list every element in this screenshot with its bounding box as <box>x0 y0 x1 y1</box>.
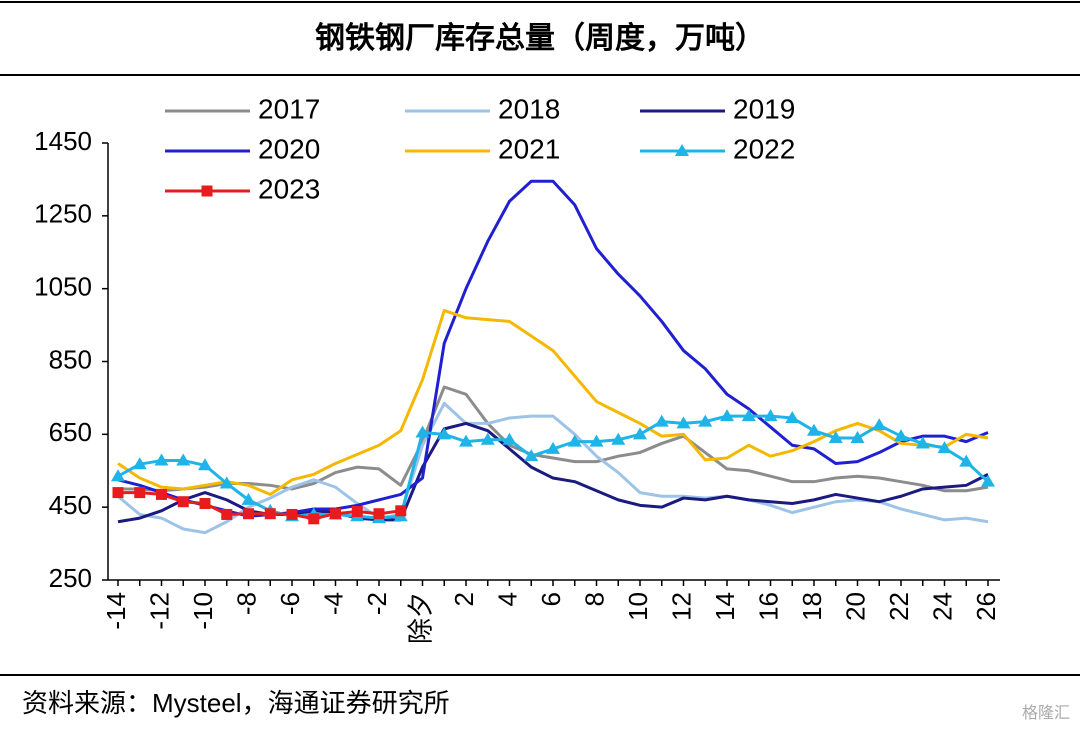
x-tick-label: 24 <box>927 592 957 621</box>
marker <box>589 434 604 447</box>
legend-label: 2020 <box>258 133 320 164</box>
marker <box>633 427 647 440</box>
series-line <box>117 309 989 496</box>
legend-label: 2022 <box>733 133 795 164</box>
y-tick-label: 1450 <box>34 126 92 156</box>
marker <box>675 144 689 156</box>
marker <box>698 414 713 427</box>
chart-title: 钢铁钢厂库存总量（周度，万吨） <box>315 21 765 55</box>
marker <box>937 441 952 454</box>
marker <box>611 432 626 445</box>
x-tick-label: 10 <box>623 592 653 621</box>
marker <box>243 508 254 520</box>
x-tick-label: -10 <box>188 592 218 630</box>
marker <box>395 505 407 517</box>
x-tick-label: 6 <box>536 592 566 606</box>
legend-label: 2023 <box>258 173 320 204</box>
marker <box>156 488 167 500</box>
x-tick-label: -4 <box>318 592 348 615</box>
legend-label: 2017 <box>258 93 320 124</box>
marker <box>219 476 234 489</box>
series-line <box>118 385 989 493</box>
marker <box>850 430 865 443</box>
marker <box>351 506 363 518</box>
y-tick-label: 1050 <box>34 272 92 302</box>
marker <box>264 508 276 520</box>
marker <box>807 423 821 436</box>
marker <box>567 434 582 447</box>
legend-label: 2019 <box>733 93 795 124</box>
x-tick-label: 4 <box>492 592 522 606</box>
marker <box>134 487 146 499</box>
marker <box>741 409 756 422</box>
y-tick-label: 650 <box>49 417 92 447</box>
x-tick-label: 14 <box>710 592 740 621</box>
marker <box>112 487 124 499</box>
marker <box>201 185 213 197</box>
x-tick-label: -14 <box>101 592 131 630</box>
marker <box>154 453 169 466</box>
marker <box>915 436 930 449</box>
x-tick-label: 20 <box>840 592 870 621</box>
x-tick-label: -8 <box>231 592 261 615</box>
marker <box>654 414 669 427</box>
marker <box>763 409 778 422</box>
marker <box>480 432 495 445</box>
x-tick-label: 8 <box>579 592 609 606</box>
y-tick-label: 450 <box>49 490 92 520</box>
marker <box>132 457 147 470</box>
marker <box>176 453 191 466</box>
y-tick-label: 1250 <box>34 199 92 229</box>
marker <box>286 508 298 520</box>
x-tick-label: 2 <box>449 592 479 606</box>
marker <box>894 429 908 442</box>
marker <box>308 513 320 525</box>
marker <box>177 496 189 508</box>
x-tick-label: 26 <box>971 592 1001 621</box>
marker <box>415 425 430 438</box>
x-tick-label: -12 <box>144 592 174 630</box>
x-tick-label: 22 <box>884 592 914 621</box>
marker <box>221 508 233 520</box>
marker <box>524 449 539 462</box>
marker <box>872 418 887 431</box>
x-tick-label: 16 <box>753 592 783 621</box>
marker <box>330 508 341 520</box>
source: 资料来源：Mysteel，海通证券研究所 <box>22 688 450 718</box>
legend-label: 2021 <box>498 133 560 164</box>
marker <box>437 427 452 440</box>
x-tick-label: 18 <box>797 592 827 621</box>
marker <box>198 458 212 471</box>
marker <box>373 508 385 520</box>
series-line <box>117 179 989 518</box>
marker <box>111 469 125 482</box>
watermark: 格隆汇 <box>1022 704 1070 722</box>
x-tick-label: -2 <box>362 592 392 615</box>
marker <box>785 410 800 423</box>
x-tick-label: 除夕 <box>405 592 435 644</box>
y-tick-label: 250 <box>49 563 92 593</box>
y-tick-label: 850 <box>49 344 92 374</box>
marker <box>828 430 843 443</box>
series-line <box>117 401 989 535</box>
marker <box>981 474 995 487</box>
marker <box>676 416 691 429</box>
marker <box>459 434 473 447</box>
marker <box>199 498 211 510</box>
marker <box>241 492 256 505</box>
marker <box>720 409 734 422</box>
marker <box>502 432 517 445</box>
legend-label: 2018 <box>498 93 560 124</box>
x-tick-label: 12 <box>666 592 696 621</box>
marker <box>546 441 560 454</box>
x-tick-label: -6 <box>275 592 305 615</box>
marker <box>959 454 974 467</box>
